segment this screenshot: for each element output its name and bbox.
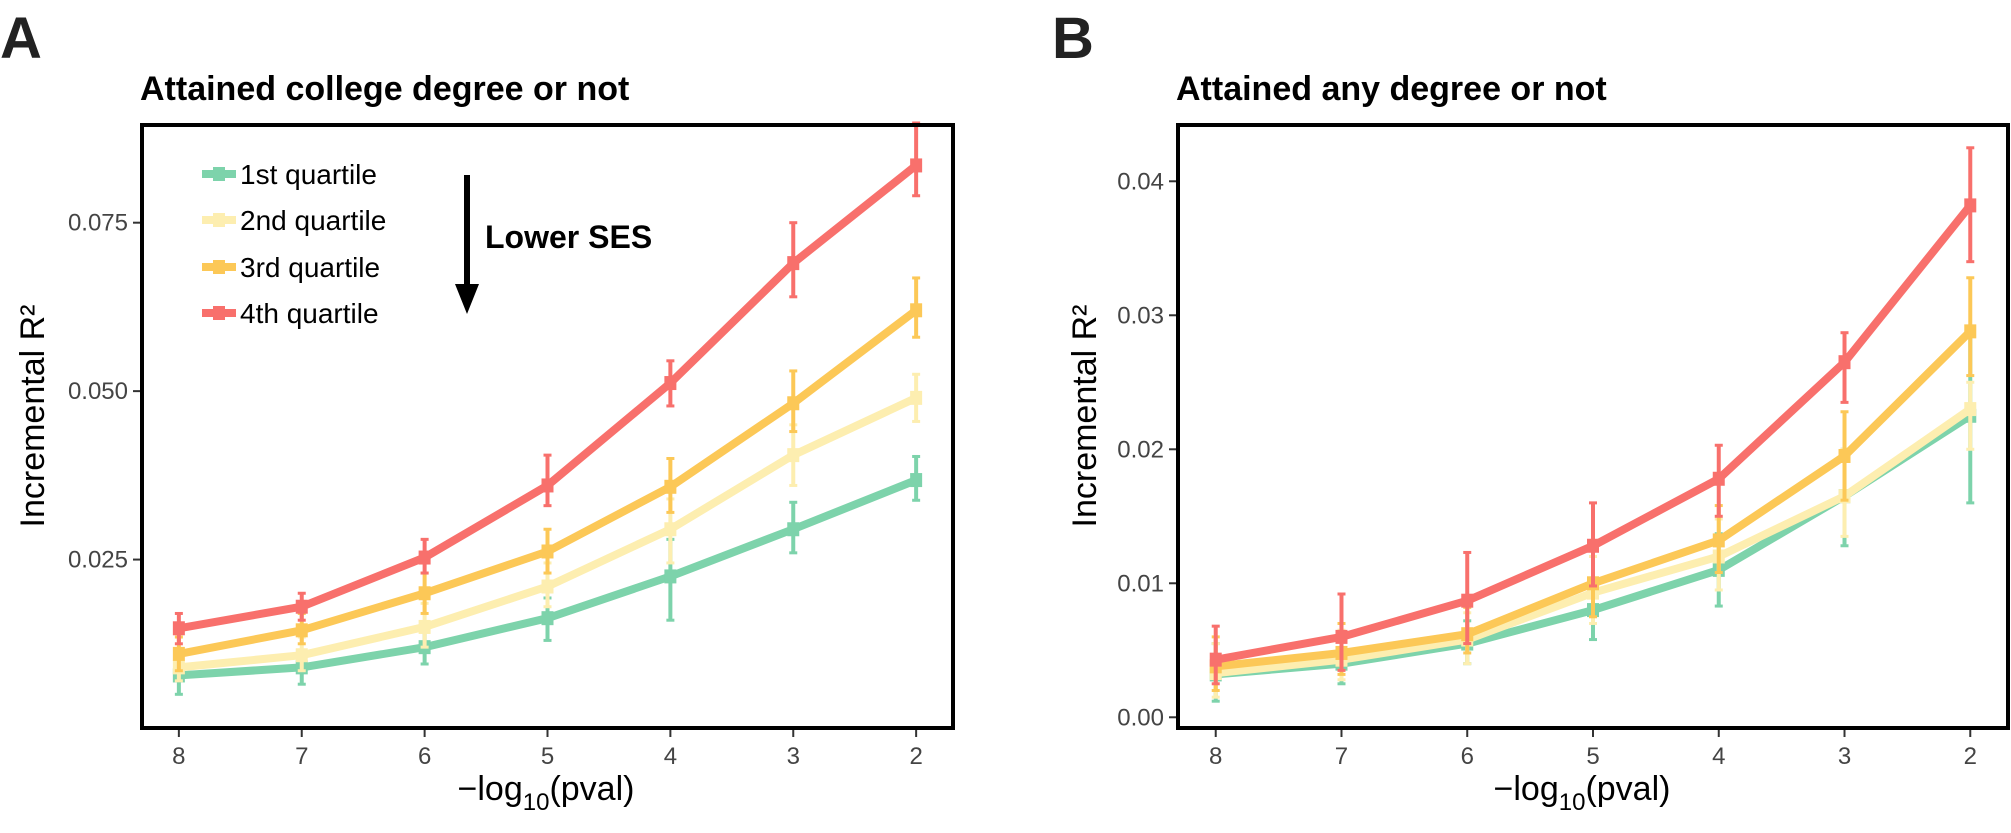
data-point xyxy=(1712,533,1725,548)
data-point xyxy=(787,522,800,537)
x-tick-label: 7 xyxy=(295,743,308,770)
data-point xyxy=(664,376,677,391)
data-point xyxy=(1335,629,1348,644)
legend: 1st quartile 2nd quartile 3rd quartile 4… xyxy=(202,159,386,329)
data-point xyxy=(541,478,554,493)
data-point xyxy=(295,599,308,614)
data-point xyxy=(664,522,677,537)
y-tick-label: 0.04 xyxy=(1117,168,1164,195)
panel-letter: A xyxy=(0,6,42,71)
data-point xyxy=(541,544,554,559)
x-tick-label: 2 xyxy=(1964,743,1977,770)
y-tick-label: 0.075 xyxy=(68,210,128,237)
data-point xyxy=(172,646,185,661)
legend-label-3rd: 3rd quartile xyxy=(240,252,380,283)
data-point xyxy=(1209,652,1222,667)
panel-title: Attained college degree or not xyxy=(140,70,629,108)
y-axis-label: Incremental R² xyxy=(1066,305,1104,528)
x-tick-label: 3 xyxy=(787,743,800,770)
lower-ses-label: Lower SES xyxy=(485,219,652,255)
legend-marker-4th xyxy=(213,306,225,320)
x-label-tail: (pval) xyxy=(1585,770,1670,808)
series-4 xyxy=(172,121,923,646)
data-point xyxy=(664,479,677,494)
data-point xyxy=(910,303,923,318)
x-tick-label: 8 xyxy=(172,743,185,770)
x-label-tail: (pval) xyxy=(549,770,634,808)
arrow-head xyxy=(455,284,479,314)
data-point xyxy=(1587,538,1599,553)
x-tick-label: 5 xyxy=(1586,743,1599,770)
legend-marker-2nd xyxy=(213,213,225,227)
x-label-main: −log xyxy=(458,770,523,808)
legend-label-1st: 1st quartile xyxy=(240,159,377,190)
x-tick-label: 8 xyxy=(1209,743,1222,770)
data-point xyxy=(1964,324,1977,339)
data-point xyxy=(664,569,677,584)
data-point xyxy=(1712,471,1725,486)
data-point xyxy=(1461,593,1474,608)
panel-letter: B xyxy=(1052,6,1094,71)
data-point xyxy=(1838,355,1851,370)
lower-ses-arrow xyxy=(455,175,479,314)
panel-b: B Attained any degree or not 0.000.010.0… xyxy=(1052,6,2010,816)
data-point xyxy=(541,611,554,626)
x-label-main: −log xyxy=(1494,770,1559,808)
x-tick-label: 7 xyxy=(1335,743,1348,770)
x-tick-label: 2 xyxy=(909,743,922,770)
data-point xyxy=(172,621,185,636)
x-tick-label: 4 xyxy=(1712,743,1725,770)
plot-area: 0.00 0.01 0.02 0.03 0.04 8 7 6 5 4 3 2 xyxy=(1117,123,2010,770)
y-axis-label: Incremental R² xyxy=(14,305,52,528)
data-point xyxy=(787,448,800,463)
y-tick-label: 0.02 xyxy=(1117,436,1164,463)
y-tick-label: 0.050 xyxy=(68,378,128,405)
x-label-subscript: 10 xyxy=(1559,789,1586,816)
y-tick-label: 0.01 xyxy=(1117,570,1164,597)
data-point xyxy=(787,256,800,271)
x-tick-label: 3 xyxy=(1838,743,1851,770)
legend-marker-1st xyxy=(213,167,225,181)
x-tick-label: 5 xyxy=(541,743,554,770)
legend-label-4th: 4th quartile xyxy=(240,298,379,329)
panel-a: A Attained college degree or not 0.0250.… xyxy=(0,6,955,816)
data-point xyxy=(1964,402,1977,417)
data-point xyxy=(910,473,923,488)
x-tick-label: 6 xyxy=(418,743,431,770)
plot-area: 0.025 0.050 0.075 8 7 6 5 4 3 2 xyxy=(68,121,955,770)
x-tick-label: 4 xyxy=(664,743,677,770)
x-tick-label: 6 xyxy=(1461,743,1474,770)
y-tick-label: 0.00 xyxy=(1117,704,1164,731)
data-point xyxy=(295,623,308,638)
data-point xyxy=(910,158,923,173)
y-tick-label: 0.03 xyxy=(1117,302,1164,329)
data-point xyxy=(1964,198,1977,213)
y-tick-label: 0.025 xyxy=(68,547,128,574)
series-4 xyxy=(1209,146,1977,686)
x-label-subscript: 10 xyxy=(523,789,550,816)
data-point xyxy=(295,648,308,663)
plot-frame xyxy=(140,123,955,730)
data-point xyxy=(910,390,923,405)
data-point xyxy=(1838,448,1851,463)
data-point xyxy=(787,396,800,411)
data-point xyxy=(541,579,554,594)
panel-title: Attained any degree or not xyxy=(1176,70,1607,108)
x-axis-label: −log10(pval) xyxy=(1494,770,1671,816)
data-point xyxy=(418,586,431,601)
plot-frame xyxy=(1176,123,2010,730)
data-point xyxy=(418,619,431,634)
x-axis-label: −log10(pval) xyxy=(458,770,635,816)
legend-label-2nd: 2nd quartile xyxy=(240,205,386,236)
legend-marker-3rd xyxy=(213,260,225,274)
data-point xyxy=(418,550,431,565)
